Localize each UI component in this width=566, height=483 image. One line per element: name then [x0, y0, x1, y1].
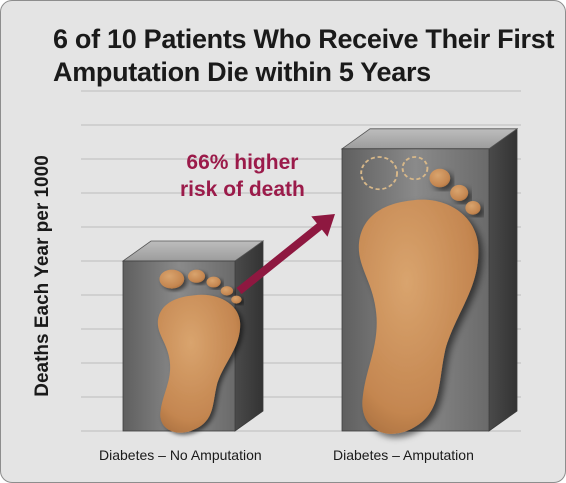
y-axis-label: Deaths Each Year per 1000	[32, 155, 53, 397]
toe	[206, 276, 221, 288]
bar-top-face	[340, 128, 519, 150]
toe	[159, 269, 185, 289]
category-label-no-amputation: Diabetes – No Amputation	[99, 447, 262, 463]
foot-icon	[157, 294, 241, 433]
toe	[231, 295, 242, 304]
title-line-2: Amputation Die within 5 Years	[53, 57, 431, 87]
arrow-shape	[236, 214, 335, 295]
title-line-1: 6 of 10 Patients Who Receive Their First	[53, 24, 555, 54]
annotation-line-2: risk of death	[180, 178, 305, 201]
toe	[429, 168, 451, 188]
annotation-line-1: 66% higher	[186, 151, 299, 174]
foot-no-amputation	[157, 269, 242, 433]
bar-side-face	[234, 240, 264, 432]
up-arrow-icon	[236, 214, 335, 295]
foot-outline-icon	[360, 156, 399, 191]
annotation-text: 66% higher risk of death	[180, 149, 305, 203]
toe	[465, 201, 481, 215]
toe	[450, 184, 469, 202]
chart-title: 6 of 10 Patients Who Receive Their First…	[53, 23, 555, 89]
arrow-layer	[236, 214, 335, 295]
bar-side-face	[488, 128, 518, 432]
category-label-amputation: Diabetes – Amputation	[333, 447, 474, 463]
toe	[187, 269, 206, 283]
foot-outline-icon	[401, 156, 429, 181]
foot-amputation	[358, 156, 481, 434]
toe	[220, 286, 234, 296]
foot-icon	[358, 199, 479, 434]
